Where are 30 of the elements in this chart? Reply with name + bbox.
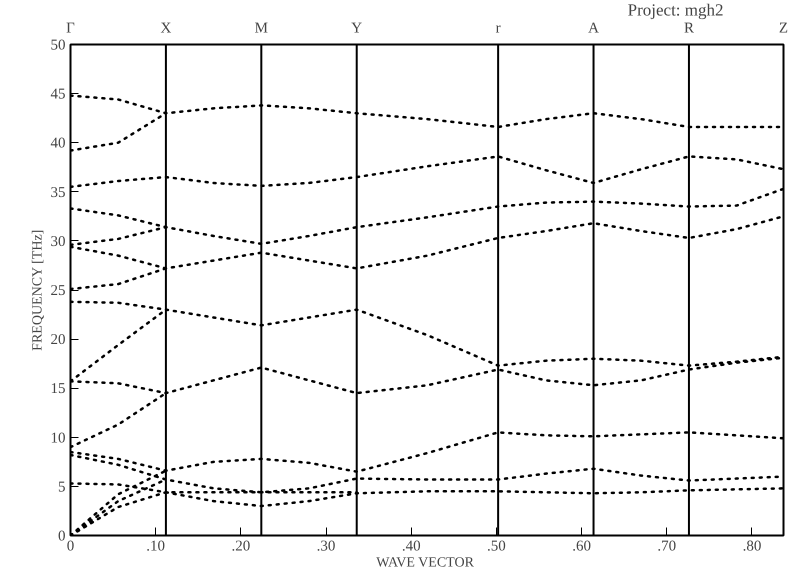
y-tick-label: 35 xyxy=(50,184,66,201)
x-axis-title: WAVE VECTOR xyxy=(376,556,475,570)
ref-line-label: R xyxy=(684,20,694,36)
y-tick-label: 10 xyxy=(50,430,66,446)
x-tick-label: .60 xyxy=(572,538,591,554)
text: Z xyxy=(778,20,788,36)
x-tick-label: .70 xyxy=(657,538,676,554)
y-tick-label: 0 xyxy=(58,528,66,544)
ref-line-label: r xyxy=(496,20,501,36)
x-tick-label: .20 xyxy=(231,538,250,554)
text: Γ xyxy=(66,20,76,36)
x-tick-label: .50 xyxy=(487,538,506,554)
ref-line-label: X xyxy=(160,20,172,36)
chart-title: Project: mgh2 xyxy=(628,0,724,20)
y-tick-label: 20 xyxy=(50,332,66,348)
y-tick-label: 15 xyxy=(50,381,66,398)
y-tick-label: 45 xyxy=(50,86,66,103)
y-tick-label: 40 xyxy=(50,136,66,152)
y-tick-label: 30 xyxy=(50,234,66,250)
ref-line-label: M xyxy=(254,20,268,36)
x-tick-label: .80 xyxy=(742,538,762,554)
y-tick-label: 25 xyxy=(50,283,66,299)
ref-line-label: Y xyxy=(351,20,362,36)
x-tick-label: .10 xyxy=(146,538,166,554)
y-axis-title: FREQUENCY [THz] xyxy=(30,230,46,351)
y-tick-label: 50 xyxy=(50,38,66,54)
x-tick-label: .30 xyxy=(316,538,336,554)
y-tick-label: 5 xyxy=(58,479,66,496)
ref-line-label: A xyxy=(588,20,600,36)
x-tick-label: .40 xyxy=(402,538,421,554)
